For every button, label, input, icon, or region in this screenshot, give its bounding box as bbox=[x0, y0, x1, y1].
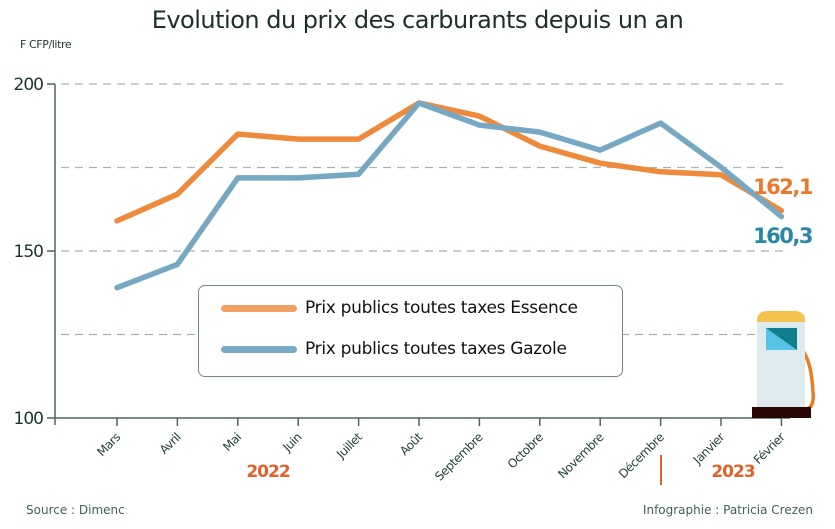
legend: Prix publics toutes taxes Essence Prix p… bbox=[198, 285, 623, 377]
legend-swatch-essence bbox=[221, 304, 297, 312]
y-axis-unit-label: F CFP/litre bbox=[20, 38, 72, 51]
end-label-essence: 162,1 bbox=[753, 175, 813, 199]
x-tick-label: Novembre bbox=[555, 430, 606, 481]
x-tick-label: Septembre bbox=[432, 430, 486, 484]
end-value-labels: 162,1 160,3 bbox=[753, 175, 814, 248]
pump-base bbox=[752, 407, 811, 418]
series-line-essence bbox=[114, 100, 785, 224]
y-tick-label: 200 bbox=[14, 75, 44, 95]
y-axis-ticks: 100 150 200 bbox=[14, 75, 55, 429]
year-label-2023: 2023 bbox=[711, 462, 754, 482]
y-tick-label: 150 bbox=[14, 242, 44, 262]
gridlines bbox=[61, 83, 787, 336]
end-label-gazole: 160,3 bbox=[753, 224, 812, 248]
x-tick-label: Juin bbox=[280, 430, 305, 455]
year-labels: 2022 2023 bbox=[246, 455, 756, 485]
legend-label-essence: Prix publics toutes taxes Essence bbox=[305, 298, 578, 318]
chart-title: Evolution du prix des carburants depuis … bbox=[151, 6, 684, 34]
legend-item-essence: Prix publics toutes taxes Essence bbox=[221, 298, 578, 318]
pump-top bbox=[757, 311, 805, 322]
year-label-2022: 2022 bbox=[246, 462, 289, 482]
fuel-pump-icon bbox=[752, 311, 815, 418]
source-note: Source : Dimenc bbox=[26, 503, 125, 517]
x-tick-label: Février bbox=[751, 430, 788, 467]
credit-note: Infographie : Patricia Crezen bbox=[642, 503, 813, 517]
y-tick-label: 100 bbox=[14, 409, 44, 429]
x-tick-label: Mars bbox=[94, 430, 123, 459]
pump-screen-shade bbox=[766, 328, 797, 350]
x-axis-ticks: Mars Avril Mai Juin Juillet Août Septembre Octo… bbox=[94, 418, 788, 484]
x-tick-label: Août bbox=[397, 430, 426, 459]
legend-swatch-gazole bbox=[221, 345, 297, 353]
x-tick-label: Avril bbox=[157, 430, 184, 457]
series-lines bbox=[114, 100, 785, 291]
x-tick-label: Décembre bbox=[616, 430, 667, 481]
legend-item-gazole: Prix publics toutes taxes Gazole bbox=[221, 339, 567, 359]
legend-label-gazole: Prix publics toutes taxes Gazole bbox=[305, 339, 567, 359]
series-line-gazole bbox=[114, 100, 785, 291]
x-tick-label: Mai bbox=[220, 430, 244, 454]
x-tick-label: Octobre bbox=[505, 430, 546, 471]
x-tick-label: Juillet bbox=[333, 430, 365, 462]
